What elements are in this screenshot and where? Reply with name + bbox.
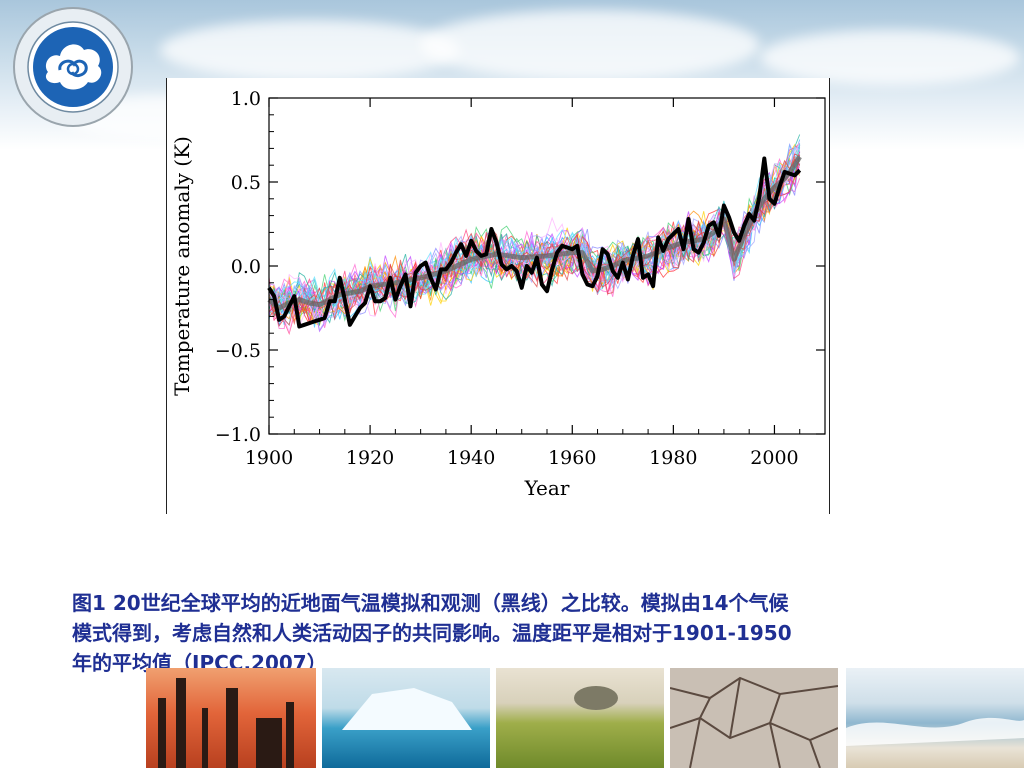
y-tick-label: −1.0 — [215, 424, 261, 446]
y-tick-label: 0.0 — [231, 256, 261, 278]
y-tick-label: 1.0 — [231, 88, 261, 110]
cma-cloud-emblem-icon — [13, 7, 133, 127]
caption-line-1: 图1 20世纪全球平均的近地面气温模拟和观测（黑线）之比较。模拟由14个气候 — [72, 591, 789, 615]
figure-caption: 图1 20世纪全球平均的近地面气温模拟和观测（黑线）之比较。模拟由14个气候 模… — [72, 588, 972, 678]
axes-layer: 1900 1920 1940 1960 1980 2000 −1.0 −0.5 0.0 0.5 1.… — [170, 88, 826, 500]
series-layer — [267, 155, 802, 329]
cma-logo — [12, 6, 134, 128]
chart-canvas: 1900 1920 1940 1960 1980 2000 −1.0 −0.5 0.0 0.5 1.… — [170, 88, 826, 500]
x-axis-title: Year — [524, 476, 570, 500]
x-tick-label: 1940 — [447, 447, 495, 469]
industrial-smokestacks-photo — [146, 668, 316, 768]
x-tick-label: 1920 — [346, 447, 394, 469]
iceberg-photo — [322, 668, 490, 768]
ocean-wave-photo — [846, 668, 1024, 768]
temperature-anomaly-chart: 1900 1920 1940 1960 1980 2000 −1.0 −0.5 0.0 0.5 1.… — [166, 78, 830, 514]
x-tick-label: 1960 — [548, 447, 596, 469]
x-tick-label: 2000 — [750, 447, 798, 469]
model-mean-series-line — [267, 155, 802, 311]
caption-line-2: 模式得到，考虑自然和人类活动因子的共同影响。温度距平是相对于1901-1950 — [72, 621, 792, 645]
y-tick-label: −0.5 — [215, 340, 261, 362]
x-tick-label: 1980 — [649, 447, 697, 469]
y-axis-title: Temperature anomaly (K) — [170, 136, 194, 396]
model-run-line — [268, 158, 801, 327]
observed-series-line — [267, 156, 802, 329]
photo-strip — [146, 668, 1024, 768]
y-tick-label: 0.5 — [231, 172, 261, 194]
cracked-earth-photo — [670, 668, 838, 768]
grassland-photo — [496, 668, 664, 768]
x-tick-label: 1900 — [245, 447, 293, 469]
model-run-line — [268, 157, 801, 326]
